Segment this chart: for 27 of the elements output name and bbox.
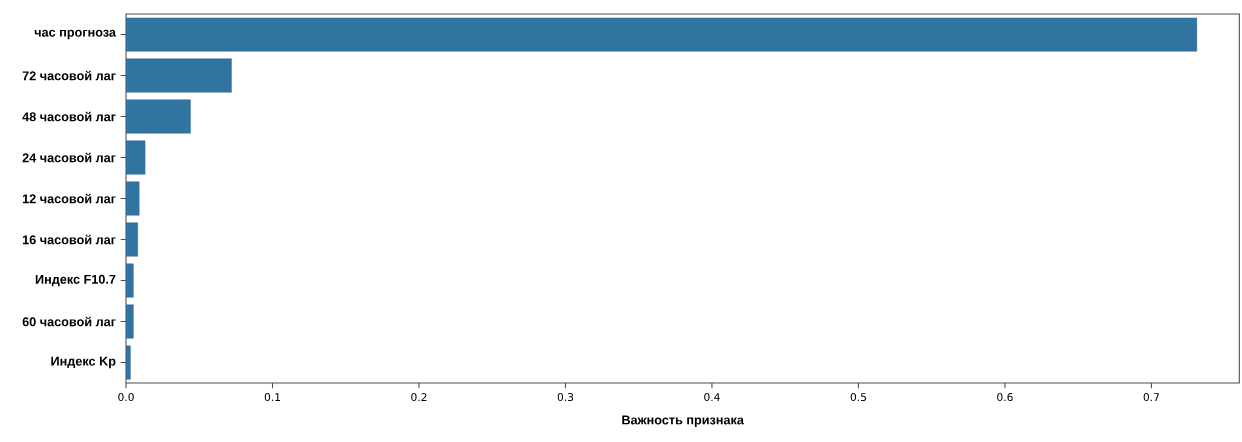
y-tick-label: Индекс F10.7 xyxy=(35,274,116,287)
bar xyxy=(126,99,191,134)
x-tick-label: 0.0 xyxy=(118,393,134,402)
x-tick-label: 0.1 xyxy=(264,393,280,402)
x-axis-title: Важность признака xyxy=(622,415,744,427)
bar xyxy=(126,222,138,257)
x-tick-label: 0.5 xyxy=(850,393,866,402)
x-tick-label: 0.4 xyxy=(704,393,720,402)
bar xyxy=(126,345,131,380)
x-tick-label: 0.3 xyxy=(557,393,574,402)
y-tick-label: 72 часовой лаг xyxy=(22,70,116,81)
bar xyxy=(126,263,134,298)
x-tick-label: 0.7 xyxy=(1143,393,1159,402)
x-tick-label: 0.6 xyxy=(997,393,1013,402)
y-tick-label: 12 часовой лаг xyxy=(22,193,116,204)
bar xyxy=(126,304,134,339)
bar xyxy=(126,181,140,216)
bar xyxy=(126,17,1198,52)
y-tick-label: 16 часовой лаг xyxy=(22,234,116,245)
x-tick-label: 0.2 xyxy=(411,393,427,402)
y-tick-label: 60 часовой лаг xyxy=(22,316,116,327)
y-tick-label: Индекс Kp xyxy=(51,356,116,369)
bar xyxy=(126,58,232,93)
y-tick-label: 24 часовой лаг xyxy=(22,152,116,163)
bar xyxy=(126,140,146,175)
y-tick-label: 48 часовой лаг xyxy=(22,111,116,122)
y-tick-label: час прогноза xyxy=(34,29,117,40)
